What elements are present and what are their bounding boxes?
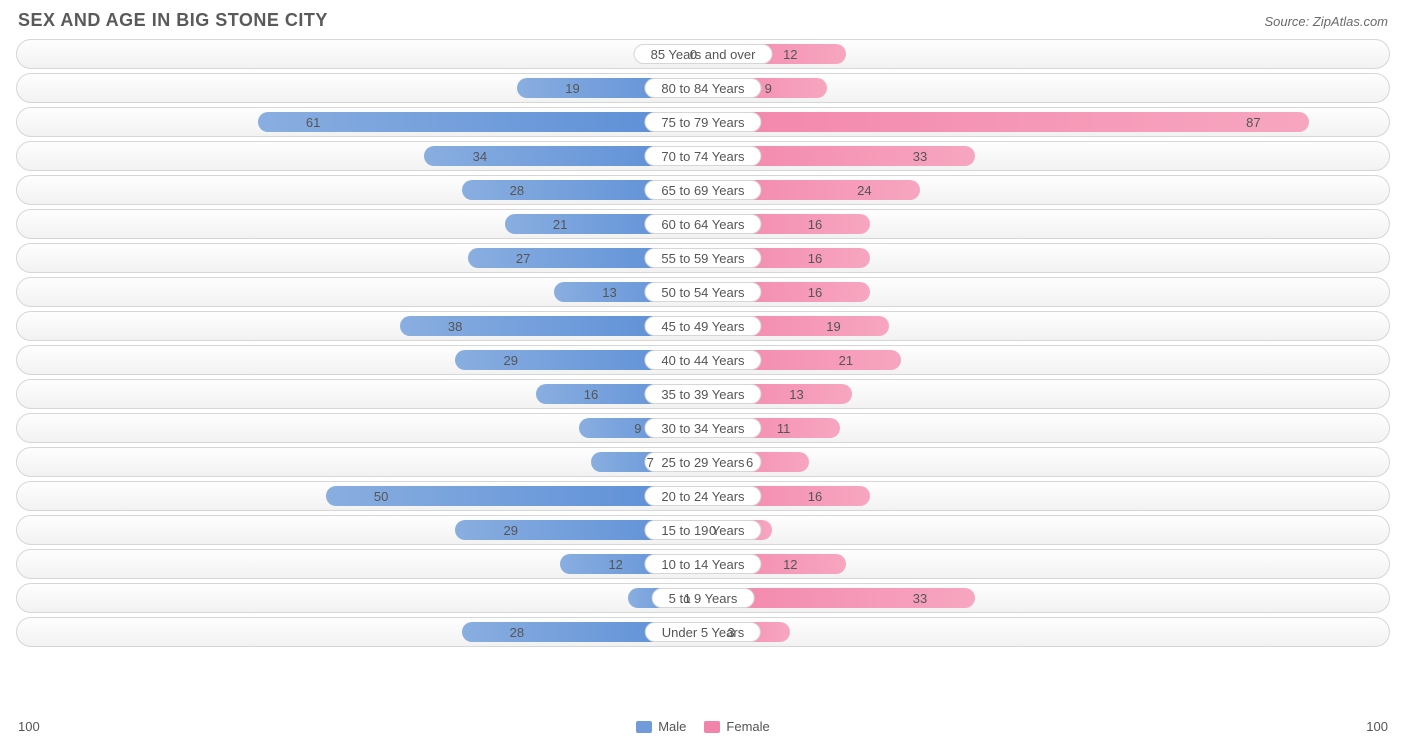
male-value: 28 (510, 176, 524, 204)
age-group-label: 65 to 69 Years (644, 180, 761, 200)
chart-row: 45 to 49 Years 38 19 (16, 311, 1390, 341)
age-group-label: 25 to 29 Years (644, 452, 761, 472)
age-group-label: 50 to 54 Years (644, 282, 761, 302)
legend-swatch-female (704, 721, 720, 733)
legend-item-male: Male (636, 719, 686, 734)
chart-row: 75 to 79 Years 61 87 (16, 107, 1390, 137)
male-value: 34 (473, 142, 487, 170)
legend-item-female: Female (704, 719, 769, 734)
axis-max-left: 100 (18, 719, 40, 734)
male-value: 21 (553, 210, 567, 238)
age-group-label: 20 to 24 Years (644, 486, 761, 506)
male-value: 38 (448, 312, 462, 340)
diverging-bar-chart: 85 Years and over01280 to 84 Years19975 … (16, 39, 1390, 715)
male-value: 9 (634, 414, 641, 442)
age-group-label: 85 Years and over (634, 44, 773, 64)
male-value: 29 (504, 516, 518, 544)
chart-row: 30 to 34 Years9 11 (16, 413, 1390, 443)
axis-max-right: 100 (1366, 719, 1388, 734)
female-value: 12 (783, 550, 797, 578)
chart-row: 85 Years and over0 12 (16, 39, 1390, 69)
age-group-label: 15 to 19 Years (644, 520, 761, 540)
chart-row: 35 to 39 Years 16 13 (16, 379, 1390, 409)
female-value: 3 (728, 618, 735, 646)
legend-label-male: Male (658, 719, 686, 734)
female-value: 33 (913, 584, 927, 612)
female-bar (703, 112, 1309, 132)
age-group-label: 55 to 59 Years (644, 248, 761, 268)
chart-row: 40 to 44 Years 29 21 (16, 345, 1390, 375)
chart-row: 20 to 24 Years 50 16 (16, 481, 1390, 511)
female-value: 21 (839, 346, 853, 374)
age-group-label: 40 to 44 Years (644, 350, 761, 370)
male-value: 13 (602, 278, 616, 306)
age-group-label: 45 to 49 Years (644, 316, 761, 336)
age-group-label: 70 to 74 Years (644, 146, 761, 166)
female-value: 19 (826, 312, 840, 340)
chart-row: 5 to 9 Years1 33 (16, 583, 1390, 613)
female-value: 87 (1246, 108, 1260, 136)
chart-row: 80 to 84 Years 19 9 (16, 73, 1390, 103)
male-value: 61 (306, 108, 320, 136)
male-value: 16 (584, 380, 598, 408)
age-group-label: 80 to 84 Years (644, 78, 761, 98)
chart-row: 50 to 54 Years 13 16 (16, 277, 1390, 307)
male-value: 19 (565, 74, 579, 102)
chart-container: SEX AND AGE IN BIG STONE CITY Source: Zi… (0, 0, 1406, 740)
female-value: 33 (913, 142, 927, 170)
female-value: 16 (808, 244, 822, 272)
female-value: 9 (765, 74, 772, 102)
legend-swatch-male (636, 721, 652, 733)
age-group-label: 35 to 39 Years (644, 384, 761, 404)
legend: Male Female (636, 719, 770, 734)
female-value: 16 (808, 278, 822, 306)
chart-row: 55 to 59 Years 27 16 (16, 243, 1390, 273)
age-group-label: 75 to 79 Years (644, 112, 761, 132)
male-value: 7 (647, 448, 654, 476)
male-value: 50 (374, 482, 388, 510)
female-value: 0 (709, 516, 716, 544)
male-value: 1 (684, 584, 691, 612)
chart-row: 10 to 14 Years 12 12 (16, 549, 1390, 579)
male-value: 12 (608, 550, 622, 578)
age-group-label: 60 to 64 Years (644, 214, 761, 234)
header: SEX AND AGE IN BIG STONE CITY Source: Zi… (16, 10, 1390, 39)
chart-row: 25 to 29 Years7 6 (16, 447, 1390, 477)
female-value: 12 (783, 40, 797, 68)
male-bar (258, 112, 703, 132)
chart-source: Source: ZipAtlas.com (1264, 14, 1388, 29)
chart-row: 15 to 19 Years 29 0 (16, 515, 1390, 545)
chart-row: Under 5 Years 28 3 (16, 617, 1390, 647)
age-group-label: Under 5 Years (645, 622, 761, 642)
male-value: 27 (516, 244, 530, 272)
female-value: 11 (777, 414, 791, 442)
male-value: 28 (510, 618, 524, 646)
chart-title: SEX AND AGE IN BIG STONE CITY (18, 10, 328, 31)
female-value: 16 (808, 210, 822, 238)
age-group-label: 10 to 14 Years (644, 554, 761, 574)
female-value: 13 (789, 380, 803, 408)
legend-label-female: Female (726, 719, 769, 734)
male-value: 0 (690, 40, 697, 68)
chart-footer: 100 Male Female 100 (16, 715, 1390, 734)
chart-row: 65 to 69 Years 28 24 (16, 175, 1390, 205)
chart-row: 60 to 64 Years 21 16 (16, 209, 1390, 239)
female-value: 6 (746, 448, 753, 476)
age-group-label: 5 to 9 Years (652, 588, 755, 608)
age-group-label: 30 to 34 Years (644, 418, 761, 438)
female-value: 16 (808, 482, 822, 510)
male-value: 29 (504, 346, 518, 374)
female-value: 24 (857, 176, 871, 204)
chart-row: 70 to 74 Years 34 33 (16, 141, 1390, 171)
